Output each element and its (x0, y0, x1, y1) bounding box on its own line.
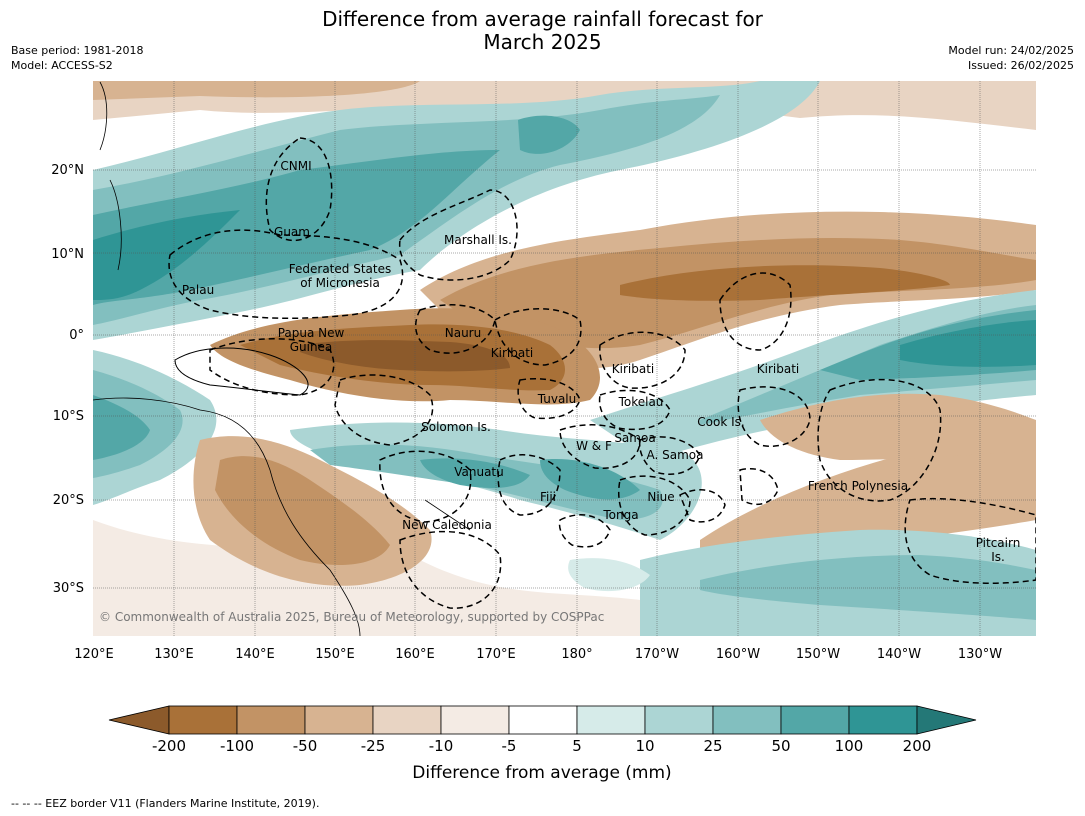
lon-label: 160°E (395, 647, 435, 662)
label-fsm-line1: Federated States (289, 262, 391, 276)
eez-footnote: -- -- -- EEZ border V11 (Flanders Marine… (11, 797, 320, 810)
label-kiribati-central: Kiribati (612, 362, 654, 376)
label-niue: Niue (647, 490, 674, 504)
latitude-labels: 20°N 10°N 0° 10°S 20°S 30°S (51, 163, 84, 596)
label-pitcairn-line1: Pitcairn (976, 536, 1021, 550)
lon-label: 130°W (958, 647, 1002, 662)
metadata-left: Base period: 1981-2018 Model: ACCESS-S2 (11, 43, 143, 73)
lat-label: 20°S (53, 493, 84, 508)
lat-label: 10°S (53, 409, 84, 424)
colorbar-tick-label: -100 (220, 737, 254, 755)
eez-borders (168, 137, 1036, 609)
longitude-labels: 120°E 130°E 140°E 150°E 160°E 170°E 180°… (74, 647, 1002, 662)
label-png-line1: Papua New (278, 326, 345, 340)
label-marshall-islands: Marshall Is. (444, 233, 512, 247)
label-tuvalu: Tuvalu (537, 392, 577, 406)
colorbar-segment (576, 705, 646, 735)
colorbar-tick-label: -5 (502, 737, 517, 755)
label-png-line2: Guinea (290, 340, 333, 354)
lon-label: 140°W (877, 647, 921, 662)
colorbar-extend-low (108, 705, 170, 735)
lon-label: 130°E (154, 647, 194, 662)
colorbar-segment (372, 705, 442, 735)
colorbar-tick-label: 10 (635, 737, 654, 755)
base-period: Base period: 1981-2018 (11, 44, 144, 57)
colorbar-tick-label: 25 (703, 737, 722, 755)
label-kiribati-west: Kiribati (491, 346, 533, 360)
label-palau: Palau (182, 283, 214, 297)
label-wallis-futuna: W & F (576, 439, 612, 453)
lon-label: 170°E (476, 647, 516, 662)
label-vanuatu: Vanuatu (454, 465, 504, 479)
colorbar-tick-label: 200 (903, 737, 932, 755)
colorbar-segment (644, 705, 714, 735)
colorbar-tick-label: -10 (429, 737, 454, 755)
label-tonga: Tonga (602, 508, 638, 522)
copyright-notice: © Commonwealth of Australia 2025, Bureau… (99, 610, 604, 624)
lat-label: 30°S (53, 581, 84, 596)
lon-label: 140°E (235, 647, 275, 662)
label-cook-islands: Cook Is. (697, 415, 744, 429)
colorbar-segment (440, 705, 510, 735)
colorbar-tick-label: 50 (771, 737, 790, 755)
rainfall-anomaly-field (93, 81, 1036, 636)
lon-label: 180° (561, 647, 592, 662)
colorbar-segment (236, 705, 306, 735)
lat-label: 0° (69, 328, 84, 343)
title-line-1: Difference from average rainfall forecas… (322, 7, 763, 31)
label-new-caledonia: New Caledonia (402, 518, 492, 532)
model-run: Model run: 24/02/2025 (948, 44, 1074, 57)
label-american-samoa: A. Samoa (647, 448, 704, 462)
label-guam: Guam (274, 225, 310, 239)
lon-label: 170°W (635, 647, 679, 662)
label-tokelau: Tokelau (618, 395, 664, 409)
graticule (93, 81, 1036, 636)
label-solomon-islands: Solomon Is. (421, 420, 491, 434)
lat-label: 10°N (51, 247, 84, 262)
colorbar-tick-label: -200 (152, 737, 186, 755)
model-name: Model: ACCESS-S2 (11, 59, 113, 72)
label-cnmi: CNMI (280, 159, 311, 173)
lon-label: 150°W (796, 647, 840, 662)
title-line-2: March 2025 (483, 30, 602, 54)
chart-title: Difference from average rainfall forecas… (0, 8, 1085, 54)
colorbar-segment (304, 705, 374, 735)
colorbar-tick-label: 5 (572, 737, 582, 755)
issued-date: Issued: 26/02/2025 (967, 59, 1074, 72)
colorbar-segment (508, 705, 578, 735)
colorbar-tick-label: 100 (835, 737, 864, 755)
metadata-right: Model run: 24/02/2025 Issued: 26/02/2025 (948, 43, 1074, 73)
lon-label: 120°E (74, 647, 114, 662)
lon-label: 160°W (716, 647, 760, 662)
label-fiji: Fiji (540, 490, 556, 504)
colorbar-segment (848, 705, 918, 735)
label-french-polynesia: French Polynesia (808, 479, 908, 493)
label-fsm-line2: of Micronesia (300, 276, 380, 290)
colorbar-title: Difference from average (mm) (412, 763, 671, 783)
colorbar-segment (780, 705, 850, 735)
colorbar-extend-high (916, 705, 977, 735)
colorbar-segment (168, 705, 238, 735)
label-samoa: Samoa (614, 431, 655, 445)
region-labels: CNMI Guam Marshall Is. Federated States … (182, 159, 1020, 564)
label-kiribati-east: Kiribati (757, 362, 799, 376)
colorbar-tick-label: -50 (293, 737, 318, 755)
label-pitcairn-line2: Is. (991, 550, 1005, 564)
label-nauru: Nauru (445, 326, 481, 340)
lon-label: 150°E (315, 647, 355, 662)
colorbar-segment (712, 705, 782, 735)
colorbar-tick-label: -25 (361, 737, 386, 755)
colorbar: -200 -100 -50 -25 -10 -5 5 10 25 50 100 200 (108, 705, 977, 755)
lat-label: 20°N (51, 163, 84, 178)
